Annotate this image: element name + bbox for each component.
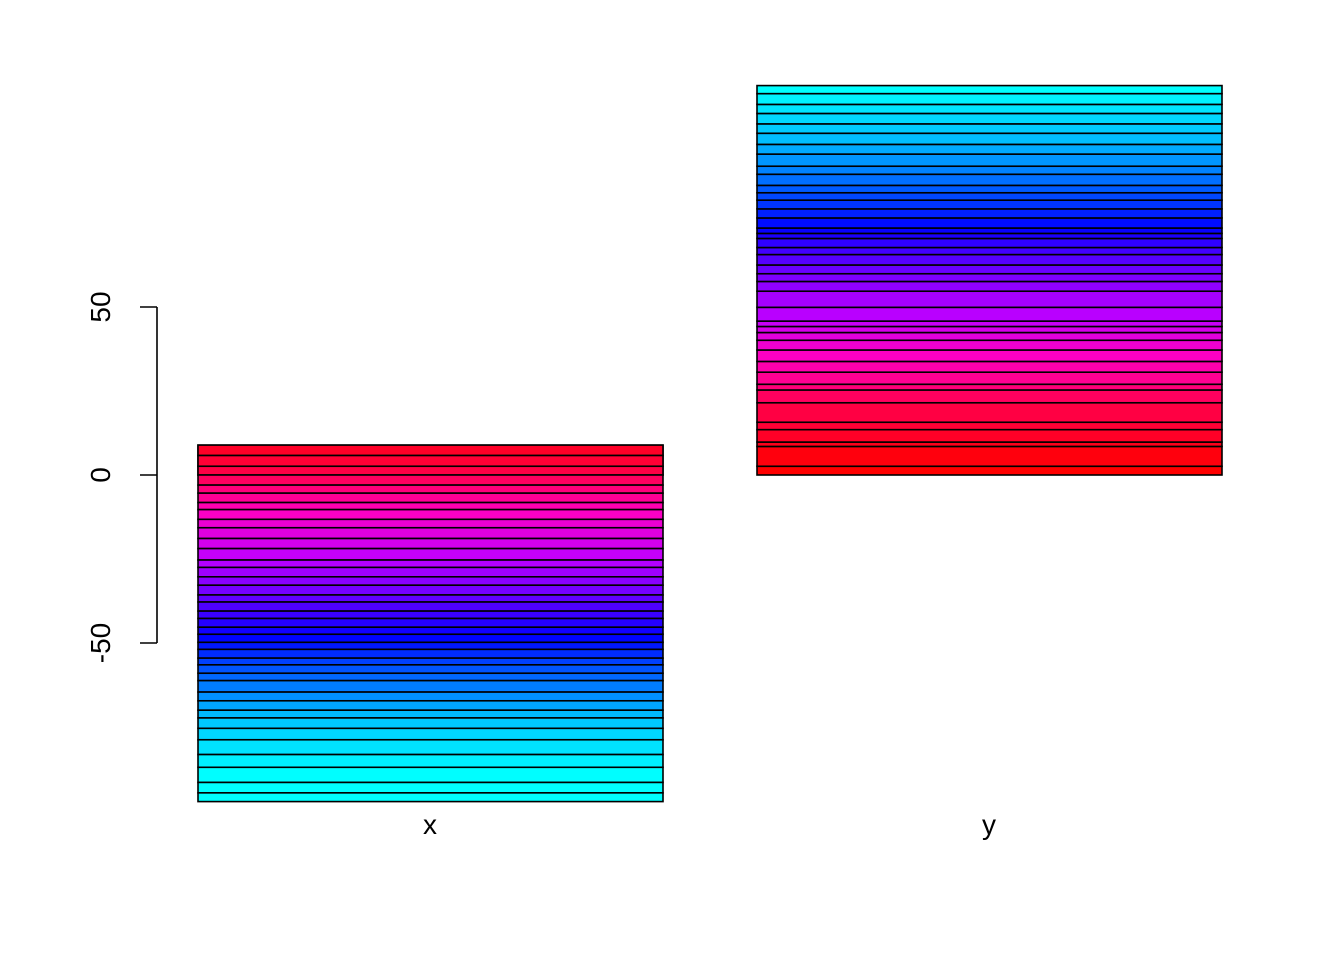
bar-x-segment-14 [197,566,664,578]
bar-x-segment-11 [197,537,664,550]
bar-x-segment-6 [197,492,664,504]
bar-y-segment-32 [756,153,1223,168]
y-tick-label-2: 50 [85,291,116,322]
bar-y-segment-19 [756,264,1223,275]
bar-x-segment-8 [197,508,664,521]
bar-x-segment-33 [197,727,664,741]
bar-y-segment-10 [756,349,1223,363]
bar-y-segment-21 [756,246,1223,256]
bar-x-segment-29 [197,691,664,702]
bar-x-segment-35 [197,753,664,769]
bar-y-segment-18 [756,272,1223,283]
bar-x-segment-4 [197,474,664,486]
bar-y-segment-7 [756,383,1223,391]
bar-y-segment-15 [756,306,1223,322]
bar-x-segment-19 [197,610,664,620]
bar-x-segment-22 [197,633,664,644]
bar-y-segment-13 [756,325,1223,334]
bar-x-segment-17 [197,594,664,603]
bar-y-segment-37 [756,103,1223,115]
bar-x-segment-30 [197,699,664,711]
bar-x-segment-21 [197,626,664,636]
bar-y-segment-22 [756,237,1223,249]
bar-y-segment-14 [756,320,1223,328]
bar-y-segment-16 [756,290,1223,309]
bars-layer [197,84,1223,803]
bar-x-segment-18 [197,601,664,612]
bar-y-segment-4 [756,421,1223,431]
bar-y-segment-34 [756,132,1223,146]
bar-x-segment-3 [197,465,664,476]
bar-x-segment-26 [197,664,664,675]
bar-y-segment-31 [756,165,1223,176]
bar-y-segment-17 [756,280,1223,293]
bar-y-segment-3 [756,428,1223,443]
bar-y-segment-38 [756,92,1223,106]
bar-y-segment-6 [756,389,1223,404]
bar-y-segment-8 [756,371,1223,386]
bar-y-segment-1 [756,445,1223,468]
bar-x-segment-12 [197,547,664,561]
bar-x-segment-10 [197,526,664,540]
bar-x-segment-2 [197,454,664,468]
bar-x-segment-1 [197,444,664,457]
bar-x-segment-5 [197,484,664,494]
bar-x-segment-15 [197,576,664,587]
y-axis: -50 0 50 [85,291,158,663]
bar-x-segment-9 [197,518,664,529]
bar-y-segment-9 [756,360,1223,373]
bar-y-segment-36 [756,112,1223,125]
bar-y-segment-12 [756,331,1223,342]
bar-y-segment-28 [756,191,1223,201]
bar-y-segment-35 [756,123,1223,135]
bar-y-segment-5 [756,401,1223,424]
y-tick-label-1: 0 [85,467,116,483]
bar-x-segment-28 [197,679,664,693]
bar-y-segment-33 [756,143,1223,155]
bar-x-segment-25 [197,657,664,666]
bar-x-segment-13 [197,559,664,569]
bar-x-segment-34 [197,738,664,756]
bar-y-segment-26 [756,208,1223,219]
bar-x-segment-7 [197,501,664,511]
bar-y-segment-39 [756,84,1223,95]
bar-y-segment-24 [756,227,1223,235]
category-label-y: y [982,809,996,840]
bar-y-segment-27 [756,199,1223,210]
bar-x-segment-20 [197,617,664,629]
bar-x-segment-36 [197,766,664,784]
bar-y-segment-25 [756,217,1223,229]
bar-x-segment-24 [197,648,664,659]
bar-y-segment-20 [756,253,1223,266]
bar-x-segment-31 [197,709,664,719]
category-label-x: x [423,809,437,840]
bar-y-segment-11 [756,339,1223,351]
bar-x-segment-38 [197,792,664,803]
bar-y-segment-29 [756,184,1223,194]
bar-x-segment-16 [197,584,664,596]
y-tick-label-0: -50 [85,623,116,663]
bar-x-segment-23 [197,641,664,651]
bar-y-segment-30 [756,173,1223,187]
bar-x-segment-27 [197,672,664,682]
bar-x-segment-32 [197,717,664,730]
bar-x-segment-37 [197,781,664,794]
bar-y-segment-0 [756,465,1223,476]
